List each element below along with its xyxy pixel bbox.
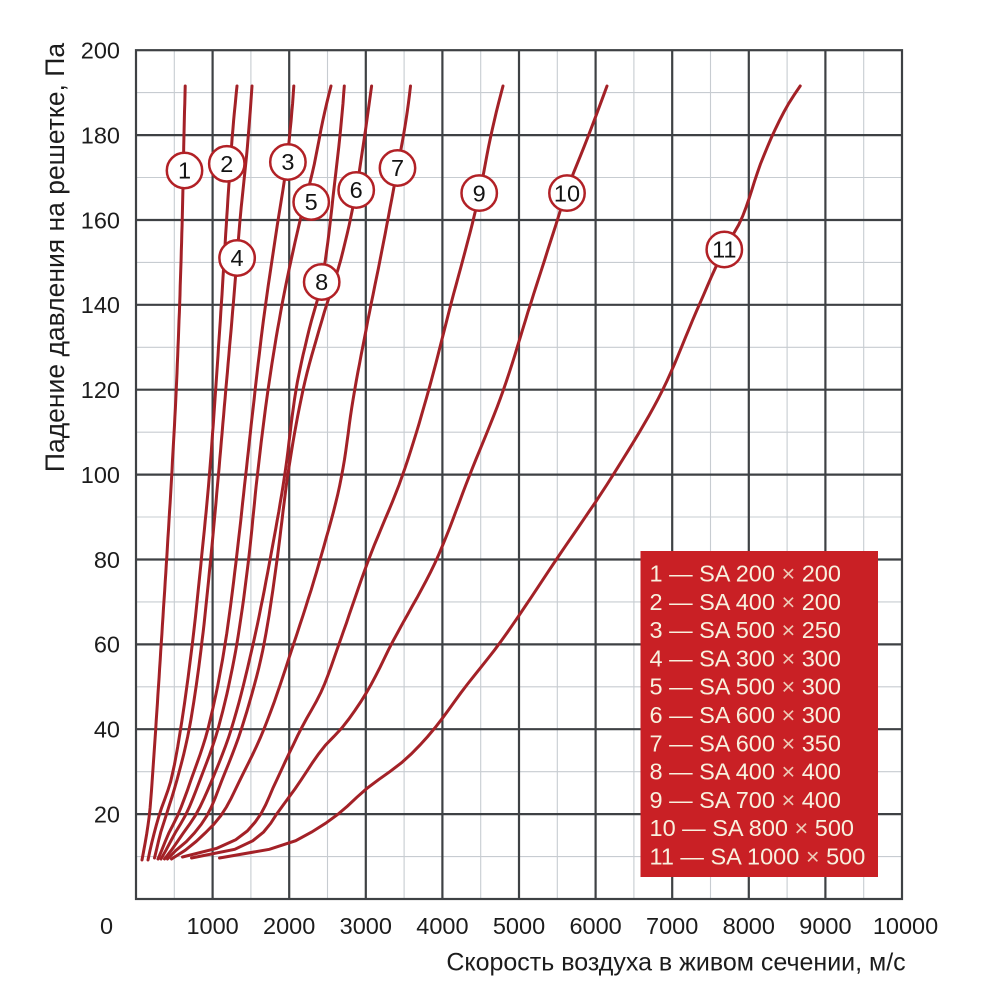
svg-text:7: 7	[391, 155, 404, 181]
svg-text:160: 160	[81, 207, 120, 233]
svg-text:1: 1	[178, 158, 191, 184]
svg-text:3000: 3000	[340, 913, 392, 939]
svg-text:7 — SA 600 × 350: 7 — SA 600 × 350	[650, 730, 841, 756]
svg-text:6000: 6000	[569, 913, 621, 939]
svg-text:2000: 2000	[263, 913, 315, 939]
svg-text:3 — SA 500 × 250: 3 — SA 500 × 250	[650, 617, 841, 643]
svg-text:6 — SA 600 × 300: 6 — SA 600 × 300	[650, 702, 841, 728]
svg-text:1000: 1000	[186, 913, 238, 939]
svg-text:7000: 7000	[646, 913, 698, 939]
svg-text:40: 40	[94, 717, 120, 743]
svg-text:0: 0	[100, 913, 113, 939]
svg-text:9 — SA 700 × 400: 9 — SA 700 × 400	[650, 787, 841, 813]
svg-text:100: 100	[81, 462, 120, 488]
svg-text:4 — SA 300 × 300: 4 — SA 300 × 300	[650, 645, 841, 671]
svg-text:1 — SA 200 × 200: 1 — SA 200 × 200	[650, 561, 841, 587]
svg-text:6: 6	[350, 177, 363, 203]
svg-text:10 — SA 800 × 500: 10 — SA 800 × 500	[650, 815, 855, 841]
svg-text:60: 60	[94, 632, 120, 658]
svg-text:8 — SA 400 × 400: 8 — SA 400 × 400	[650, 759, 841, 785]
svg-text:5 — SA 500 × 300: 5 — SA 500 × 300	[650, 674, 841, 700]
svg-text:20: 20	[94, 801, 120, 827]
svg-text:8: 8	[315, 269, 328, 295]
svg-text:4: 4	[231, 245, 244, 271]
svg-text:Скорость воздуха в живом сечен: Скорость воздуха в живом сечении, м/с	[446, 949, 905, 977]
svg-text:200: 200	[81, 38, 120, 64]
svg-text:9000: 9000	[799, 913, 851, 939]
svg-text:120: 120	[81, 377, 120, 403]
svg-text:11 — SA 1000 × 500: 11 — SA 1000 × 500	[650, 844, 866, 870]
svg-text:10: 10	[554, 180, 580, 206]
svg-text:180: 180	[81, 122, 120, 148]
svg-text:10000: 10000	[873, 913, 938, 939]
svg-text:4000: 4000	[416, 913, 468, 939]
svg-text:2 — SA 400 × 200: 2 — SA 400 × 200	[650, 589, 841, 615]
svg-text:3: 3	[281, 149, 294, 175]
svg-text:5000: 5000	[493, 913, 545, 939]
svg-text:8000: 8000	[723, 913, 775, 939]
svg-text:2: 2	[220, 151, 233, 177]
svg-text:11: 11	[712, 237, 736, 263]
svg-text:5: 5	[305, 189, 318, 215]
svg-text:Падение давления на решетке, П: Падение давления на решетке, Па	[40, 43, 70, 472]
svg-text:9: 9	[473, 180, 486, 206]
svg-text:140: 140	[81, 292, 120, 318]
svg-text:80: 80	[94, 547, 120, 573]
